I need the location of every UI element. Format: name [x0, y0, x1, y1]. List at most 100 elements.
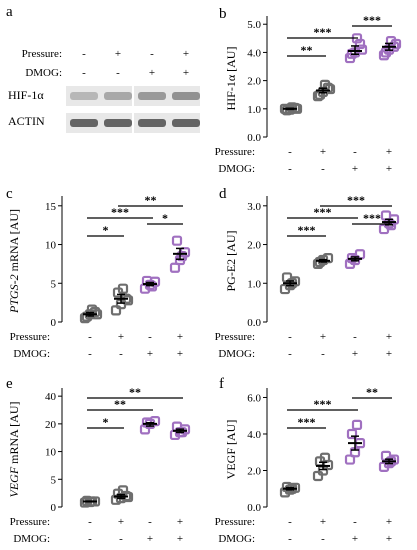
- blot-band: [70, 119, 98, 127]
- significance-stars: ***: [347, 193, 365, 207]
- condition-sign: -: [88, 331, 92, 343]
- condition-label: DMOG:: [218, 163, 255, 175]
- significance-stars: ***: [363, 211, 381, 225]
- data-point: [380, 47, 392, 58]
- y-tick-label: 2.0: [247, 465, 261, 477]
- condition-label: DMOG:: [218, 533, 255, 545]
- data-point: [346, 428, 358, 440]
- y-tick-label: 20: [45, 419, 57, 431]
- blot-sign: -: [82, 48, 86, 60]
- condition-sign: -: [288, 331, 292, 343]
- condition-sign: +: [177, 516, 183, 528]
- condition-sign: -: [353, 516, 357, 528]
- condition-sign: -: [321, 348, 325, 360]
- blot-band: [172, 92, 200, 100]
- data-point: [169, 262, 181, 273]
- panel-letter-c: c: [6, 186, 13, 202]
- panel-d: d 0.0 1.0 2.0 3.0 PG-E2 [AU] *** *** *** *** Press…: [215, 186, 400, 360]
- panel-letter-f: f: [219, 376, 224, 392]
- condition-label: Pressure:: [10, 516, 50, 528]
- condition-sign: +: [177, 533, 183, 545]
- blot-band: [172, 119, 200, 127]
- y-tick-label: 4.0: [247, 429, 261, 441]
- condition-sign: +: [386, 533, 392, 545]
- condition-sign: -: [288, 533, 292, 545]
- y-tick-label: 10: [45, 447, 57, 459]
- condition-sign: +: [118, 331, 124, 343]
- condition-sign: -: [88, 348, 92, 360]
- condition-sign: +: [147, 533, 153, 545]
- significance-stars: **: [145, 193, 157, 207]
- significance-stars: **: [301, 43, 313, 57]
- significance-stars: *: [103, 415, 109, 429]
- y-tick-label: 1.0: [247, 278, 261, 290]
- condition-sign: -: [148, 331, 152, 343]
- condition-label: DMOG:: [218, 348, 255, 360]
- blot-band: [138, 92, 166, 100]
- blot-band: [104, 119, 132, 127]
- y-tick-label: 0.0: [247, 317, 261, 329]
- condition-sign: -: [321, 533, 325, 545]
- condition-sign: -: [288, 348, 292, 360]
- condition-sign: +: [386, 146, 392, 158]
- panel-letter-d: d: [219, 186, 227, 202]
- blot-sign: +: [115, 48, 121, 60]
- significance-stars: ***: [298, 415, 316, 429]
- y-tick-label: 5.0: [247, 19, 261, 31]
- blot-strips: [66, 86, 200, 133]
- condition-sign: +: [386, 163, 392, 175]
- condition-sign: +: [386, 348, 392, 360]
- blot-membrane: [134, 113, 200, 133]
- y-axis-label: VEGF mRNA [AU]: [7, 402, 21, 498]
- panel-letter-a: a: [6, 4, 13, 20]
- condition-sign: +: [352, 163, 358, 175]
- condition-sign: -: [88, 516, 92, 528]
- condition-label: Pressure:: [10, 331, 50, 343]
- blot-row-label-dmog: DMOG:: [25, 67, 62, 79]
- y-tick-label: 0: [51, 317, 57, 329]
- condition-sign: +: [118, 516, 124, 528]
- blot-membrane: [66, 113, 132, 133]
- condition-sign: -: [288, 516, 292, 528]
- blot-band: [104, 92, 132, 100]
- y-tick-label: 10: [45, 240, 57, 252]
- condition-sign: +: [352, 533, 358, 545]
- data-point: [176, 251, 188, 262]
- y-axis-label: HIF-1α [AU]: [224, 47, 238, 111]
- condition-sign: -: [288, 146, 292, 158]
- panel-letter-e: e: [6, 376, 13, 392]
- condition-label: DMOG:: [13, 533, 50, 545]
- condition-label: DMOG:: [13, 348, 50, 360]
- blot-sign-rows: - + - + - - + +: [82, 48, 189, 79]
- data-point: [122, 295, 134, 306]
- blot-label-hif: HIF-1α: [8, 88, 44, 102]
- y-axis-label: VEGF [AU]: [224, 420, 238, 480]
- blot-label-actin: ACTIN: [8, 114, 45, 128]
- significance-stars: *: [162, 211, 168, 225]
- blot-sign: -: [82, 67, 86, 79]
- y-tick-label: 5: [51, 474, 57, 486]
- y-tick-label: 2.0: [247, 76, 261, 88]
- y-tick-label: 40: [45, 391, 57, 403]
- blot-membrane: [134, 86, 200, 106]
- condition-sign: +: [147, 348, 153, 360]
- y-axis-label: PTGS-2 mRNA [AU]: [7, 209, 21, 314]
- condition-label: Pressure:: [215, 516, 255, 528]
- significance-stars: **: [129, 385, 141, 399]
- significance-stars: ***: [314, 397, 332, 411]
- significance-stars: *: [103, 223, 109, 237]
- y-tick-label: 0: [51, 502, 57, 514]
- significance-stars: ***: [111, 205, 129, 219]
- blot-sign: +: [149, 67, 155, 79]
- blot-sign: +: [183, 48, 189, 60]
- y-axis-label: PG-E2 [AU]: [224, 231, 238, 292]
- significance-stars: **: [114, 397, 126, 411]
- condition-sign: -: [353, 331, 357, 343]
- condition-sign: -: [321, 163, 325, 175]
- y-tick-label: 4.0: [247, 47, 261, 59]
- blot-band: [70, 92, 98, 100]
- significance-stars: ***: [363, 13, 381, 27]
- y-tick-label: 2.0: [247, 240, 261, 252]
